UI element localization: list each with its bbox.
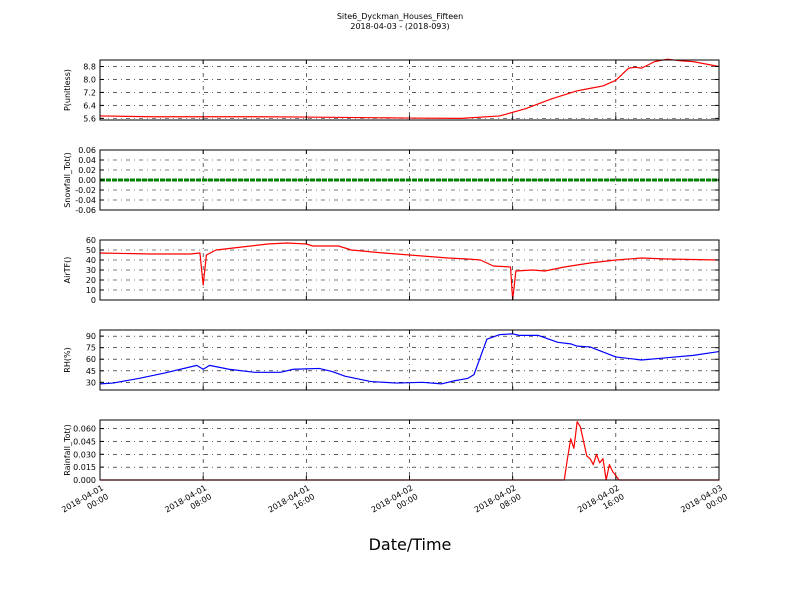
y-tick-label: 7.2 xyxy=(83,88,96,97)
y-tick-label: 60 xyxy=(86,355,96,364)
y-tick-label: 0.000 xyxy=(73,476,96,485)
y-tick-label: 0.045 xyxy=(73,437,96,446)
y-tick-label: 6.4 xyxy=(83,101,96,110)
panels: 5.6 6.4 7.2 8.0 8.8 P(unitless) -0.06-0.04-0.0… xyxy=(63,58,720,485)
y-tick-label: 0.00 xyxy=(78,176,96,185)
series-line xyxy=(99,242,720,301)
y-tick-label: -0.02 xyxy=(75,186,96,195)
y-tick-label: 8.0 xyxy=(83,75,96,84)
chart-title: Site6_Dyckman_Houses_Fifteen xyxy=(337,12,463,21)
series-line xyxy=(99,333,720,385)
y-tick-label: 30 xyxy=(86,266,96,275)
y-tick-label: 20 xyxy=(86,276,96,285)
series-line xyxy=(100,421,719,481)
y-tick-label: -0.06 xyxy=(75,206,96,215)
series-line xyxy=(99,58,720,119)
y-tick-label: 10 xyxy=(86,286,96,295)
y-tick-label: 45 xyxy=(86,367,96,376)
panel-1: 5.6 6.4 7.2 8.0 8.8 P(unitless) xyxy=(63,58,720,123)
panel-2: -0.06-0.04-0.020.000.020.040.06 Snowfall_… xyxy=(63,146,720,215)
y-tick-label: 0.015 xyxy=(73,463,96,472)
y-axis-label: P(unitless) xyxy=(63,69,72,111)
y-tick-label: 75 xyxy=(86,344,96,353)
y-axis-label: RH(%) xyxy=(63,347,72,372)
y-tick-label: 0 xyxy=(91,296,96,305)
y-tick-label: 0.060 xyxy=(73,425,96,434)
y-tick-label: 40 xyxy=(86,256,96,265)
y-tick-label: 30 xyxy=(86,378,96,387)
y-axis-label: AirTF() xyxy=(63,257,72,284)
y-tick-label: 0.030 xyxy=(73,450,96,459)
y-tick-label: 0.04 xyxy=(78,156,96,165)
y-tick-label: 0.02 xyxy=(78,166,96,175)
y-tick-label: 90 xyxy=(86,332,96,341)
y-tick-label: 60 xyxy=(86,236,96,245)
y-tick-label: 50 xyxy=(86,246,96,255)
x-axis-label: Date/Time xyxy=(369,535,452,554)
y-tick-label: 5.6 xyxy=(83,114,96,123)
y-axis-label: Snowfall_Tot() xyxy=(63,152,72,208)
y-tick-label: 0.06 xyxy=(78,146,96,155)
y-tick-label: 8.8 xyxy=(83,62,96,71)
y-tick-label: -0.04 xyxy=(75,196,96,205)
y-axis-label: Rainfall_Tot() xyxy=(63,424,72,476)
panel-4: 30 45 60 75 90 RH(%) xyxy=(63,329,720,391)
chart-subtitle: 2018-04-03 - (2018-093) xyxy=(350,22,449,31)
